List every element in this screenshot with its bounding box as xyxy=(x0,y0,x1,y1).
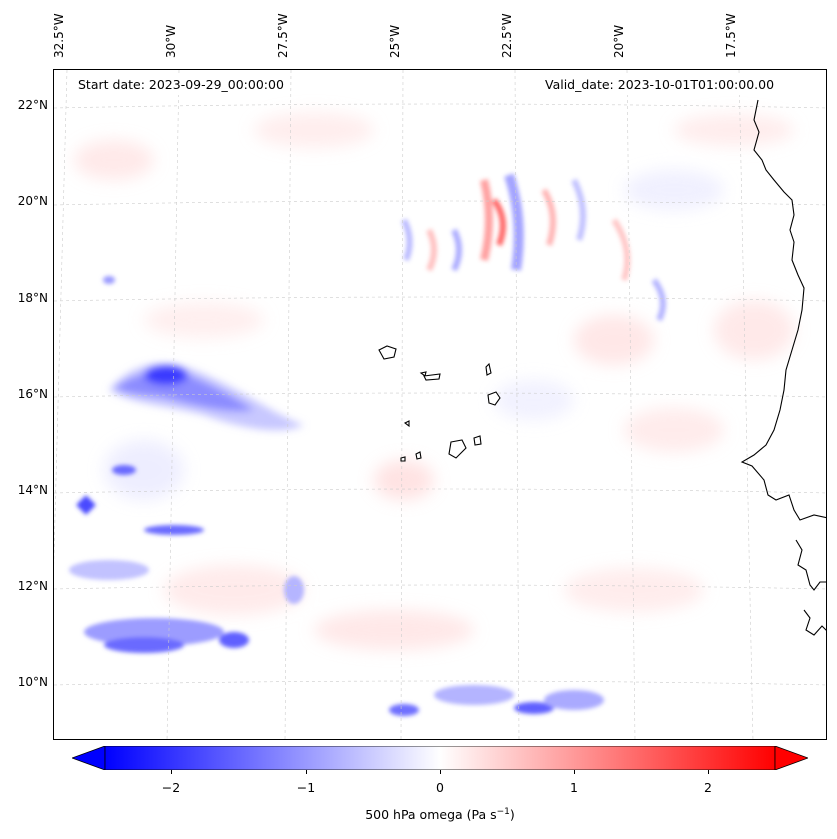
colorbar-label: 500 hPa omega (Pa s−1) xyxy=(365,807,515,823)
lat-tick: 16°N xyxy=(17,387,48,401)
background-field xyxy=(74,112,794,650)
lon-tick: 22.5°W xyxy=(500,13,514,58)
omega-field-map xyxy=(54,70,826,739)
colorbar-tick: 2 xyxy=(704,780,712,795)
colorbar xyxy=(72,746,808,770)
colorbar-tick: 1 xyxy=(570,780,578,795)
lon-tick: 17.5°W xyxy=(724,13,738,58)
start-date-label: Start date: 2023-09-29_00:00:00 xyxy=(74,75,288,95)
wave-train xyxy=(401,173,666,322)
colorbar-tick: −1 xyxy=(296,780,316,795)
lat-tick: 12°N xyxy=(17,579,48,593)
coastline xyxy=(740,99,826,636)
lon-tick: 32.5°W xyxy=(52,13,66,58)
negative-omega-patches xyxy=(69,276,604,716)
valid-date-label: Valid_date: 2023-10-01T01:00:00.00 xyxy=(541,75,779,95)
lon-tick: 20°W xyxy=(612,24,626,58)
graticule xyxy=(54,70,826,739)
lat-tick: 22°N xyxy=(17,98,48,112)
lat-tick: 14°N xyxy=(17,483,48,497)
lon-tick: 30°W xyxy=(164,24,178,58)
colorbar-tick: 0 xyxy=(436,780,444,795)
colorbar-min-extend xyxy=(72,746,106,770)
lat-tick: 10°N xyxy=(17,675,48,689)
lon-tick: 25°W xyxy=(388,24,402,58)
lon-tick: 27.5°W xyxy=(276,13,290,58)
colorbar-gradient xyxy=(104,746,776,770)
lat-tick: 20°N xyxy=(17,194,48,208)
cape-verde-islands xyxy=(378,345,501,462)
colorbar-max-extend xyxy=(774,746,808,770)
negative-omega-streak xyxy=(109,364,304,431)
colorbar-tick: −2 xyxy=(161,780,181,795)
map-panel xyxy=(53,69,827,740)
lat-tick: 18°N xyxy=(17,291,48,305)
